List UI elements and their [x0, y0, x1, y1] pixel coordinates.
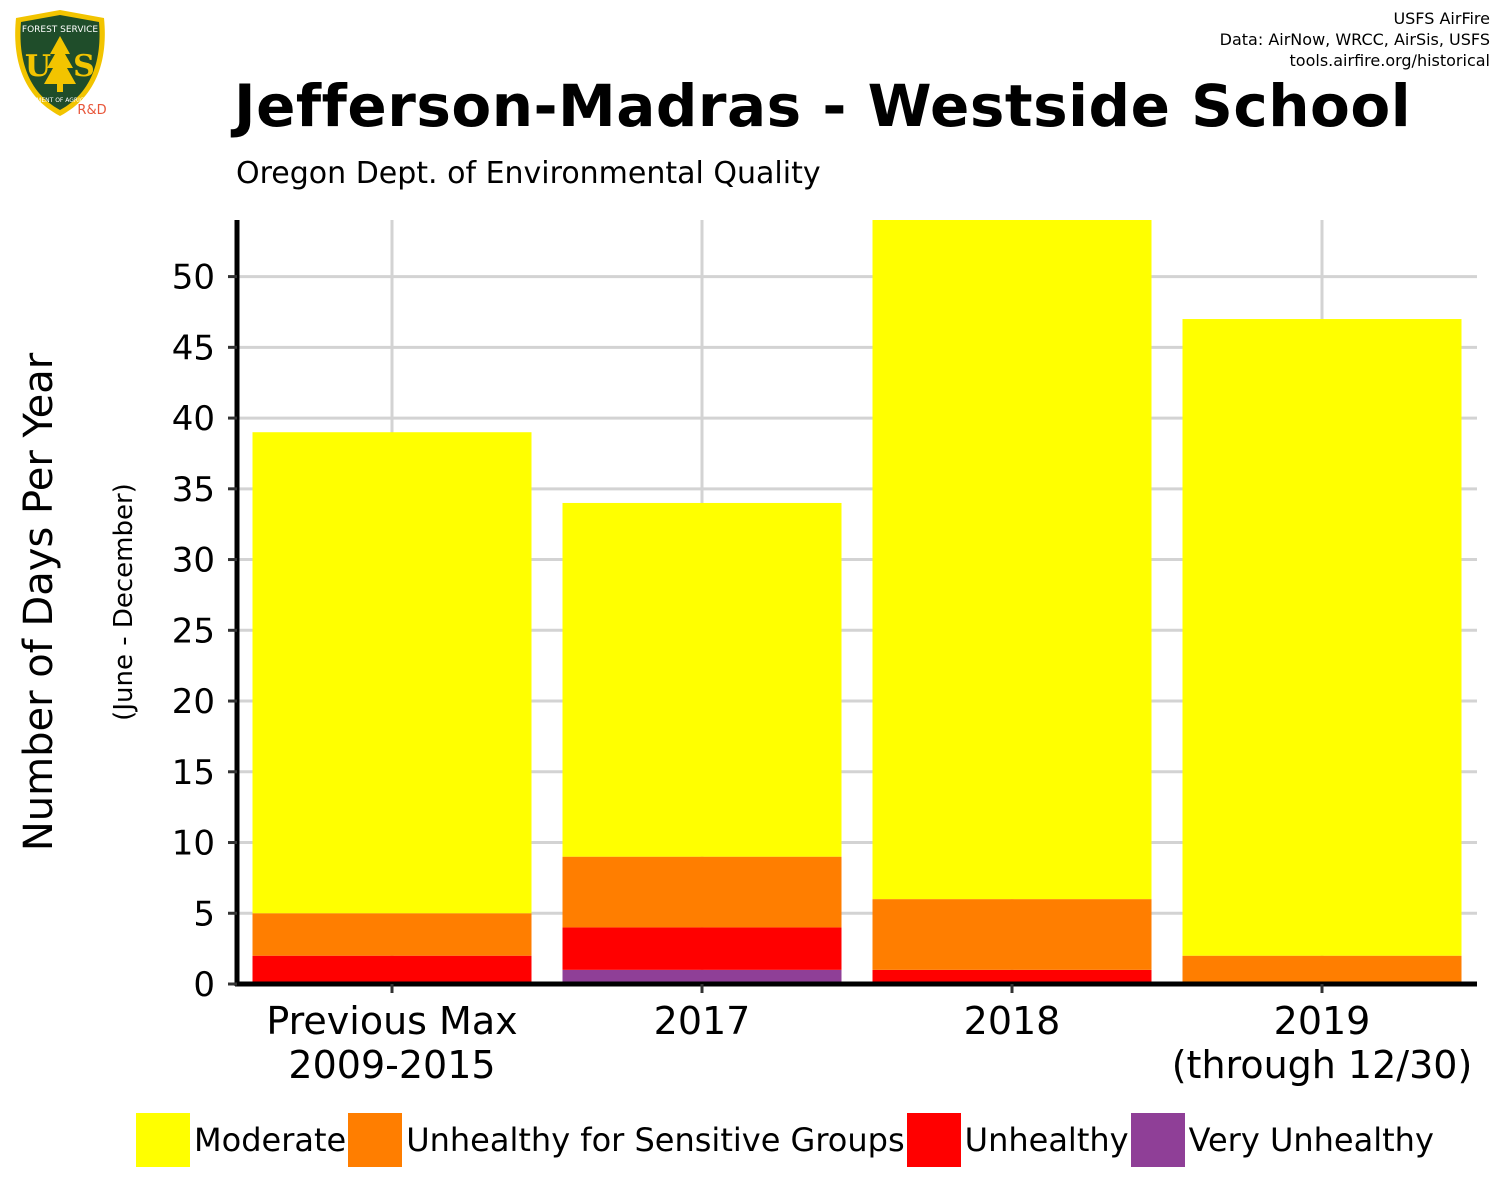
bar-segment: [872, 899, 1152, 970]
svg-text:R&D: R&D: [77, 103, 106, 118]
chart-title: Jefferson-Madras - Westside School: [234, 72, 1412, 140]
chart-subtitle: Oregon Dept. of Environmental Quality: [236, 156, 821, 191]
bar-segment: [252, 955, 532, 984]
credits: USFS AirFire Data: AirNow, WRCC, AirSis,…: [1220, 8, 1490, 71]
credit-line: Data: AirNow, WRCC, AirSis, USFS: [1219, 30, 1490, 49]
legend-label: Unhealthy for Sensitive Groups: [406, 1121, 905, 1159]
legend-label: Very Unhealthy: [1188, 1121, 1434, 1159]
credit-line: tools.airfire.org/historical: [1289, 51, 1490, 70]
y-tick-labels: 0 5 10 15 20 25 30 35 40 45 50: [172, 258, 215, 1005]
svg-text:FOREST SERVICE: FOREST SERVICE: [22, 25, 99, 35]
y-tick-label: 5: [193, 894, 215, 934]
bar-segment: [872, 969, 1152, 984]
svg-text:S: S: [73, 49, 95, 84]
legend-label: Moderate: [194, 1121, 347, 1159]
x-tick-label: 2019 (through 12/30): [1172, 999, 1473, 1087]
bar-segment: [252, 432, 532, 914]
y-tick-label: 10: [172, 824, 215, 864]
bar-segment: [562, 969, 842, 984]
legend-item: Very Unhealthy: [1130, 1113, 1434, 1167]
bar-segment: [1182, 319, 1462, 956]
y-tick-label: 35: [172, 470, 215, 510]
bar-segment: [562, 502, 842, 857]
y-tick-label: 40: [172, 399, 215, 439]
legend-swatch: [1130, 1113, 1185, 1167]
svg-text:DEPARTMENT OF AGRICULTURE: DEPARTMENT OF AGRICULTURE: [13, 97, 107, 104]
x-tick-label: Previous Max 2009-2015: [266, 999, 517, 1087]
y-axis-label: Number of Days Per Year: [16, 352, 62, 851]
y-tick-label: 30: [172, 541, 215, 581]
bar-segment: [872, 220, 1152, 900]
y-tick-label: 15: [172, 753, 215, 793]
legend-label: Unhealthy: [964, 1121, 1129, 1159]
x-tick-labels: Previous Max 2009-2015 2017 2018 2019 (throug…: [266, 999, 1472, 1087]
bar-segment: [252, 913, 532, 956]
y-tick-label: 20: [172, 682, 215, 722]
legend-swatch: [136, 1113, 190, 1167]
credit-line: USFS AirFire: [1393, 9, 1490, 28]
x-tick-label: 2018: [964, 999, 1061, 1043]
y-tick-label: 45: [172, 328, 215, 368]
svg-text:U: U: [25, 49, 51, 84]
usfs-logo: FOREST SERVICE U S DEPARTMENT OF AGRICUL…: [13, 10, 107, 118]
bar-segment: [1182, 955, 1462, 984]
axes: [228, 220, 1477, 993]
legend: Moderate Unhealthy for Sensitive Groups Un…: [136, 1112, 1436, 1168]
legend-item: Moderate: [136, 1113, 346, 1167]
y-tick-label: 0: [193, 965, 215, 1005]
bars: [252, 220, 1462, 984]
legend-swatch: [906, 1113, 961, 1167]
bar-segment: [562, 927, 842, 970]
bar-segment: [562, 856, 842, 928]
y-tick-label: 25: [172, 611, 215, 651]
legend-swatch: [348, 1113, 403, 1167]
y-axis-sublabel: (June - December): [109, 483, 139, 721]
y-tick-label: 50: [172, 258, 215, 298]
x-tick-label: 2017: [654, 999, 751, 1043]
legend-item: Unhealthy: [906, 1113, 1129, 1167]
legend-item: Unhealthy for Sensitive Groups: [348, 1113, 905, 1167]
